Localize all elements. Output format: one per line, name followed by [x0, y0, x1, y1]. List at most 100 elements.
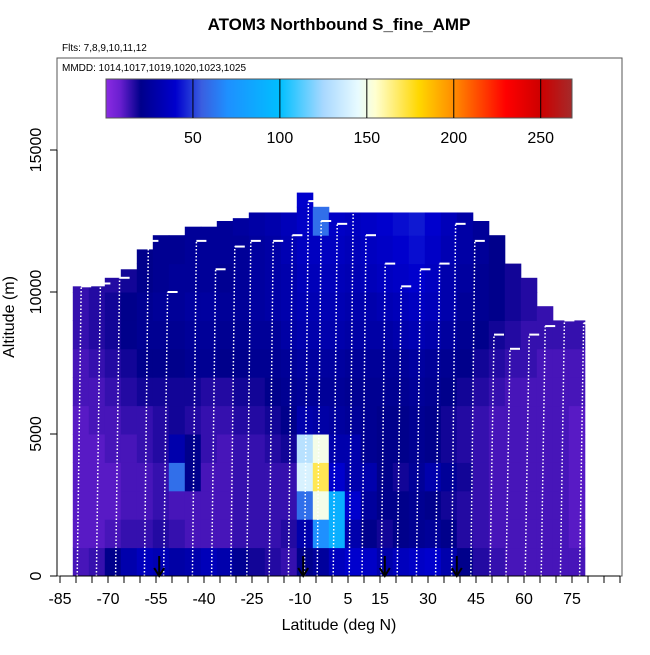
heatmap-cell	[280, 547, 298, 577]
heatmap-cell	[200, 292, 218, 321]
x-tick-label: -10	[288, 591, 311, 608]
heatmap-cell	[216, 405, 234, 435]
heatmap-cell	[152, 519, 170, 549]
heatmap-cell	[472, 235, 490, 265]
heatmap-cell	[312, 490, 330, 520]
heatmap-cell	[360, 377, 378, 407]
heatmap-cell	[248, 405, 266, 435]
heatmap-cell	[408, 348, 426, 378]
heatmap-cell	[136, 405, 154, 435]
heatmap-cell	[552, 320, 570, 350]
heatmap-cell	[440, 212, 458, 236]
heatmap-cell	[520, 519, 538, 549]
heatmap-cell	[552, 348, 570, 378]
heatmap-cell	[168, 490, 186, 520]
heatmap-cell	[88, 286, 106, 293]
heatmap-cell	[72, 286, 90, 293]
heatmap-cell	[344, 212, 362, 236]
heatmap-cell	[344, 292, 362, 321]
heatmap-cell	[72, 405, 90, 435]
heatmap-cell	[424, 405, 442, 435]
heatmap-cell	[344, 348, 362, 378]
heatmap-cell	[72, 377, 90, 407]
heatmap-cell	[152, 434, 170, 463]
heatmap-cell	[456, 434, 474, 463]
heatmap-cell	[136, 377, 154, 407]
heatmap-cell	[184, 547, 202, 577]
heatmap-cell	[264, 519, 282, 549]
flight-track	[415, 269, 422, 577]
heatmap-cell	[568, 462, 586, 492]
x-tick-label: -70	[96, 591, 119, 608]
heatmap-cell	[248, 434, 266, 463]
heatmap-cell	[120, 462, 138, 492]
heatmap-cell	[424, 348, 442, 378]
heatmap-cell	[248, 348, 266, 378]
heatmap-cell	[280, 320, 298, 350]
heatmap-cell	[520, 405, 538, 435]
heatmap-cell	[488, 263, 506, 293]
heatmap-cell	[264, 462, 282, 492]
heatmap-cell	[296, 434, 314, 463]
heatmap-cell	[168, 348, 186, 378]
heatmap-cell	[360, 519, 378, 549]
x-tick-label: -55	[144, 591, 167, 608]
heatmap-cell	[488, 377, 506, 407]
heatmap-cell	[120, 348, 138, 378]
heatmap-cell	[248, 263, 266, 293]
heatmap-cell	[344, 320, 362, 350]
x-tick-label: -85	[48, 591, 71, 608]
dates-label: MMDD: 1014,1017,1019,1020,1023,1025	[62, 63, 246, 74]
heatmap-cell	[504, 519, 522, 549]
heatmap-cell	[296, 292, 314, 321]
heatmap-cell	[168, 263, 186, 293]
heatmap-cell	[72, 547, 90, 577]
heatmap-cell	[376, 405, 394, 435]
heatmap-cell	[152, 348, 170, 378]
heatmap-cell	[424, 235, 442, 265]
colorbar-ticks: 50 100 150 200 250	[184, 79, 554, 147]
heatmap-cell	[216, 434, 234, 463]
colorbar-tick-label: 100	[267, 130, 294, 147]
heatmap-cell	[120, 405, 138, 435]
heatmap-cell	[520, 277, 538, 293]
heatmap-cell	[184, 377, 202, 407]
heatmap-cell	[392, 405, 410, 435]
heatmap-cell	[360, 263, 378, 293]
heatmap-cell	[424, 320, 442, 350]
heatmap-cell	[232, 519, 250, 549]
heatmap-cell	[376, 377, 394, 407]
heatmap-cell	[520, 547, 538, 577]
heatmap-cell	[408, 263, 426, 293]
heatmap-cell	[248, 490, 266, 520]
heatmap-cell	[520, 377, 538, 407]
heatmap-cell	[232, 377, 250, 407]
heatmap-cell	[232, 490, 250, 520]
heatmap-cell	[472, 434, 490, 463]
heatmap-cell	[424, 519, 442, 549]
flight-track	[559, 320, 566, 577]
heatmap-cell	[312, 434, 330, 463]
heatmap-cell	[104, 405, 122, 435]
heatmap-cell	[392, 320, 410, 350]
heatmap-cell	[216, 348, 234, 378]
heatmap-cell	[328, 434, 346, 463]
heatmap-cell	[568, 519, 586, 549]
heatmap-cell	[184, 292, 202, 321]
heatmap-cell	[408, 377, 426, 407]
heatmap-cell	[504, 490, 522, 520]
heatmap-cell	[184, 320, 202, 350]
heatmap-cell	[392, 377, 410, 407]
heatmap-cell	[120, 434, 138, 463]
x-tick-label: 30	[419, 591, 437, 608]
heatmap-cell	[360, 434, 378, 463]
heatmap-cell	[120, 377, 138, 407]
heatmap-cell	[536, 405, 554, 435]
x-tick-label: -40	[192, 591, 215, 608]
heatmap-cell	[264, 212, 282, 236]
heatmap-cell	[104, 320, 122, 350]
heatmap-cell	[104, 434, 122, 463]
heatmap-cell	[232, 348, 250, 378]
heatmap-cell	[392, 547, 410, 577]
heatmap-cell	[280, 348, 298, 378]
